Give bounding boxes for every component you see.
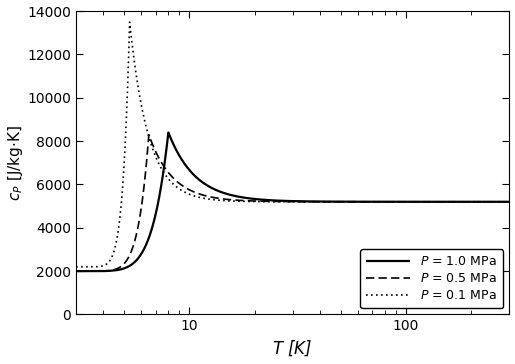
Line: $P$ = 0.1 MPa: $P$ = 0.1 MPa <box>76 22 509 267</box>
X-axis label: $T$ [K]: $T$ [K] <box>272 339 313 359</box>
Y-axis label: $c_P$ [J/kg$\cdot$K]: $c_P$ [J/kg$\cdot$K] <box>6 125 25 201</box>
Line: $P$ = 0.5 MPa: $P$ = 0.5 MPa <box>76 135 509 271</box>
$P$ = 0.1 MPa <box>73 265 79 269</box>
$P$ = 0.1 MPa <box>430 199 436 204</box>
$P$ = 0.5 MPa <box>146 132 152 137</box>
$P$ = 0.1 MPa <box>127 20 133 24</box>
$P$ = 1.0 MPa <box>430 199 436 204</box>
$P$ = 1.0 MPa <box>355 199 361 204</box>
$P$ = 1.0 MPa <box>333 199 339 204</box>
$P$ = 0.5 MPa <box>355 199 361 204</box>
$P$ = 0.1 MPa <box>152 153 158 157</box>
$P$ = 0.1 MPa <box>238 199 245 203</box>
$P$ = 0.5 MPa <box>506 199 512 204</box>
$P$ = 1.0 MPa <box>73 269 79 273</box>
$P$ = 1.0 MPa <box>165 130 171 135</box>
$P$ = 1.0 MPa <box>152 215 158 220</box>
$P$ = 0.1 MPa <box>333 199 339 204</box>
$P$ = 0.5 MPa <box>238 198 245 203</box>
$P$ = 0.1 MPa <box>506 199 512 204</box>
$P$ = 0.5 MPa <box>397 199 403 204</box>
Legend: $P$ = 1.0 MPa, $P$ = 0.5 MPa, $P$ = 0.1 MPa: $P$ = 1.0 MPa, $P$ = 0.5 MPa, $P$ = 0.1 … <box>360 249 503 308</box>
$P$ = 0.1 MPa <box>355 199 361 204</box>
$P$ = 0.5 MPa <box>152 148 158 152</box>
$P$ = 0.5 MPa <box>333 199 339 204</box>
$P$ = 1.0 MPa <box>238 195 245 199</box>
$P$ = 0.5 MPa <box>73 269 79 273</box>
$P$ = 1.0 MPa <box>506 199 512 204</box>
Line: $P$ = 1.0 MPa: $P$ = 1.0 MPa <box>76 132 509 271</box>
$P$ = 0.5 MPa <box>430 199 436 204</box>
$P$ = 1.0 MPa <box>397 199 403 204</box>
$P$ = 0.1 MPa <box>397 199 403 204</box>
